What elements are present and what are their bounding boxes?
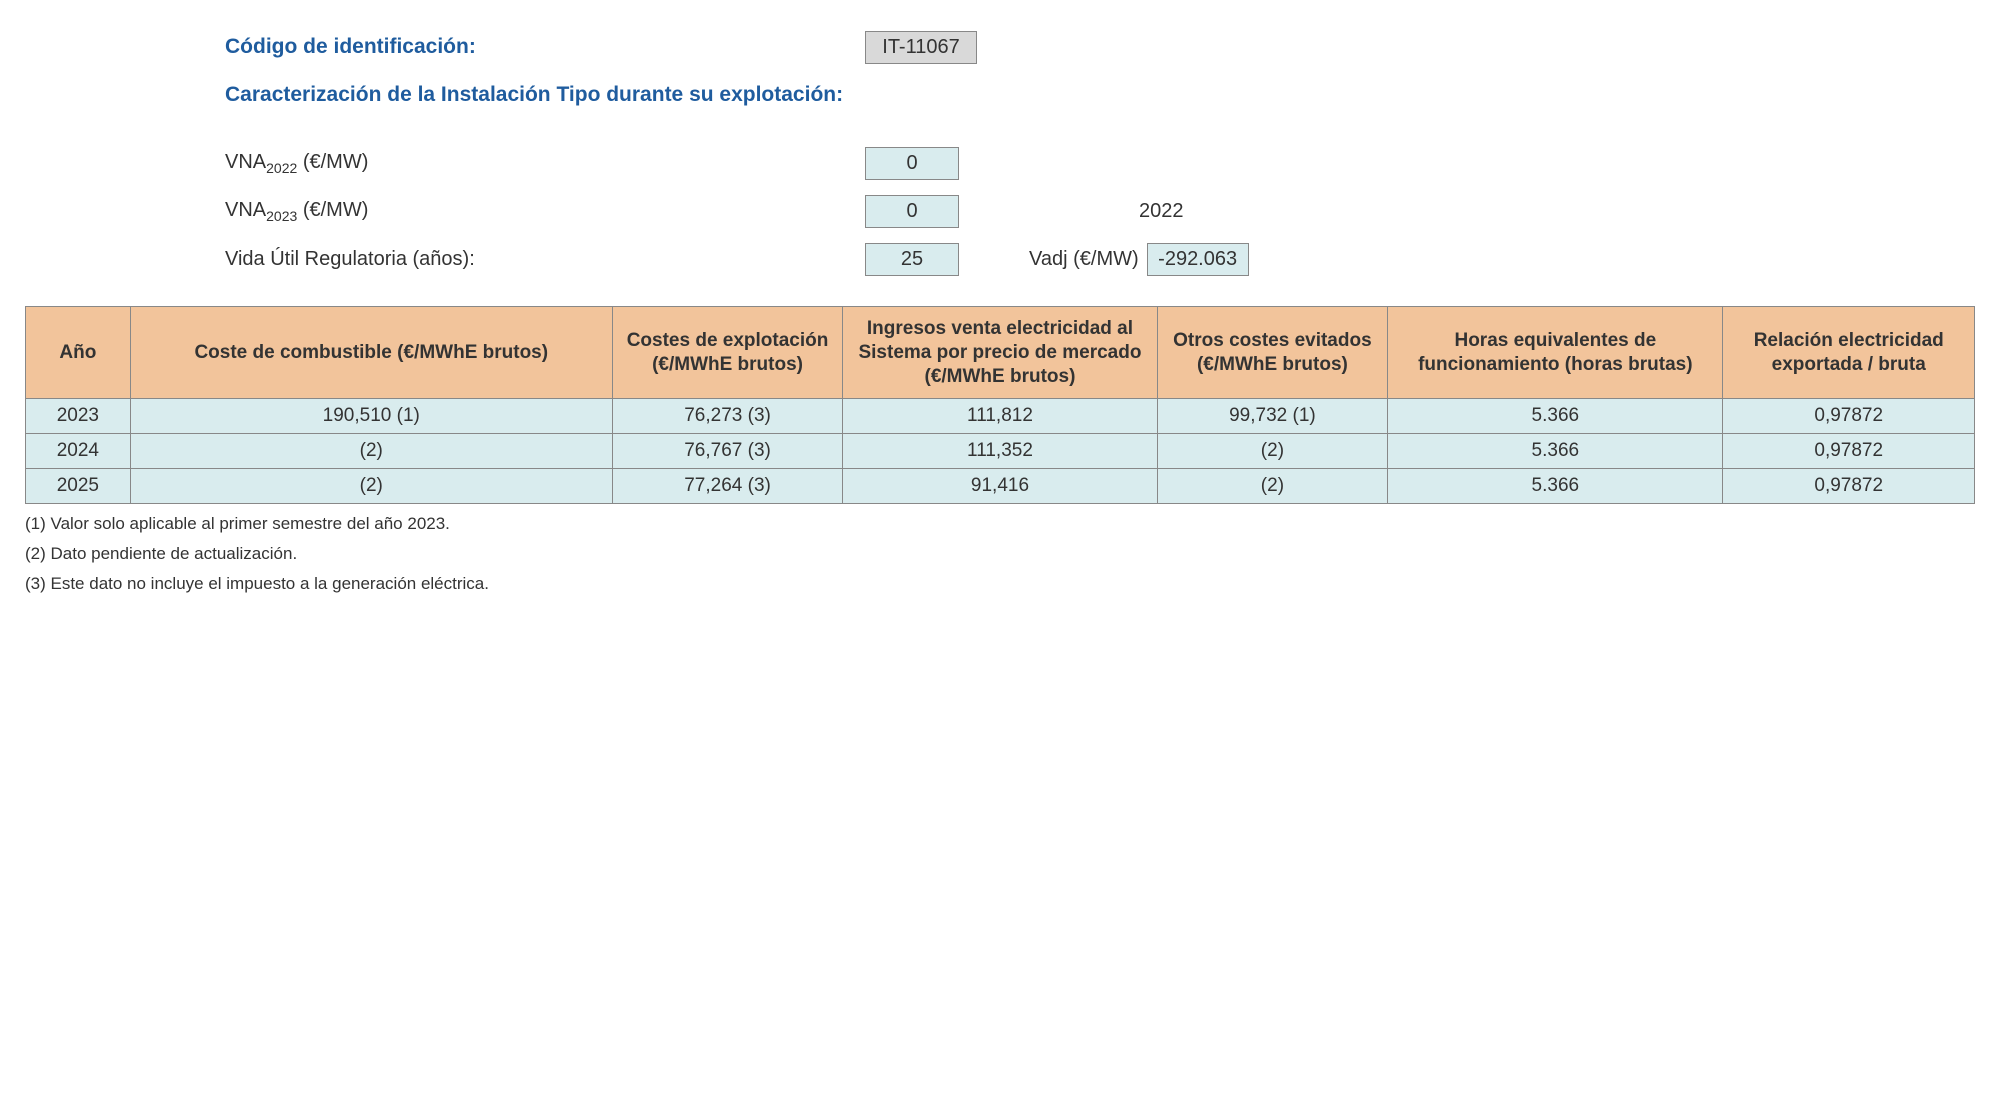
id-value-box: IT-11067 [865,31,977,64]
caract-label: Caracterización de la Instalación Tipo d… [225,83,865,107]
vna2022-value: 0 [865,147,959,180]
cell: 2025 [26,469,131,504]
col-hours: Horas equivalentes de funcionamiento (ho… [1388,307,1723,399]
footnote-1: (1) Valor solo aplicable al primer semes… [25,514,1975,534]
col-avoid: Otros costes evitados (€/MWhE brutos) [1157,307,1388,399]
cell: 2024 [26,434,131,469]
cell: 0,97872 [1723,469,1975,504]
cell: (2) [1157,434,1388,469]
cell: 190,510 (1) [130,399,612,434]
cell: 99,732 (1) [1157,399,1388,434]
id-label: Código de identificación: [225,35,865,59]
side-year: 2022 [1139,200,1184,223]
table-header-row: Año Coste de combustible (€/MWhE brutos)… [26,307,1975,399]
vadj-label: Vadj (€/MW) [1029,248,1139,271]
cell: 2023 [26,399,131,434]
col-opex: Costes de explotación (€/MWhE brutos) [612,307,843,399]
cell: 111,352 [843,434,1157,469]
vna2023-value: 0 [865,195,959,228]
footnote-2: (2) Dato pendiente de actualización. [25,544,1975,564]
cell: 111,812 [843,399,1157,434]
vadj-value: -292.063 [1147,243,1249,276]
col-ratio: Relación electricidad exportada / bruta [1723,307,1975,399]
cell: 5.366 [1388,434,1723,469]
cell: 76,273 (3) [612,399,843,434]
table-row: 2024 (2) 76,767 (3) 111,352 (2) 5.366 0,… [26,434,1975,469]
col-fuel: Coste de combustible (€/MWhE brutos) [130,307,612,399]
footnote-3: (3) Este dato no incluye el impuesto a l… [25,574,1975,594]
cell: 5.366 [1388,399,1723,434]
vida-value: 25 [865,243,959,276]
cell: 5.366 [1388,469,1723,504]
cell: 0,97872 [1723,399,1975,434]
cell: (2) [130,434,612,469]
table-row: 2025 (2) 77,264 (3) 91,416 (2) 5.366 0,9… [26,469,1975,504]
cell: 77,264 (3) [612,469,843,504]
col-sales: Ingresos venta electricidad al Sistema p… [843,307,1157,399]
vna2022-label: VNA2022 (€/MW) [225,151,865,176]
cell: 91,416 [843,469,1157,504]
vna2023-label: VNA2023 (€/MW) [225,199,865,224]
header-block: Código de identificación: IT-11067 Carac… [225,30,1975,276]
cell: 76,767 (3) [612,434,843,469]
footnotes: (1) Valor solo aplicable al primer semes… [25,514,1975,594]
cell: (2) [130,469,612,504]
vida-label: Vida Útil Regulatoria (años): [225,248,865,271]
main-table: Año Coste de combustible (€/MWhE brutos)… [25,306,1975,504]
cell: 0,97872 [1723,434,1975,469]
col-year: Año [26,307,131,399]
table-row: 2023 190,510 (1) 76,273 (3) 111,812 99,7… [26,399,1975,434]
cell: (2) [1157,469,1388,504]
